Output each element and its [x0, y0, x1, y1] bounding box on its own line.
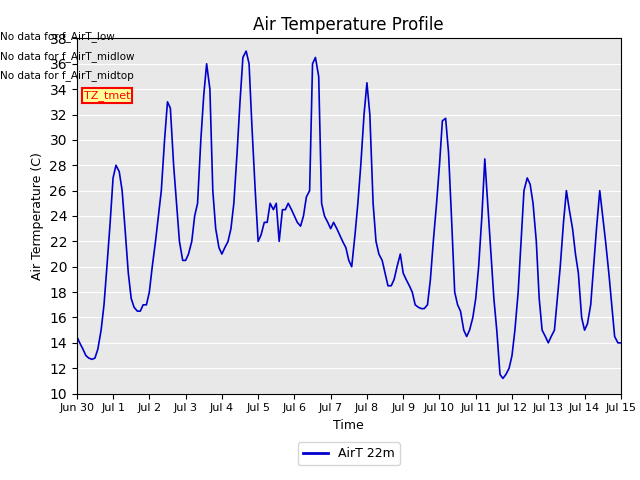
X-axis label: Time: Time — [333, 419, 364, 432]
Text: TZ_tmet: TZ_tmet — [84, 90, 131, 101]
Legend: AirT 22m: AirT 22m — [298, 443, 399, 466]
Title: Air Temperature Profile: Air Temperature Profile — [253, 16, 444, 34]
Text: No data for f_AirT_low: No data for f_AirT_low — [1, 32, 115, 42]
Text: No data for f_AirT_midlow: No data for f_AirT_midlow — [1, 51, 135, 62]
Y-axis label: Air Termperature (C): Air Termperature (C) — [31, 152, 44, 280]
Text: No data for f_AirT_midtop: No data for f_AirT_midtop — [1, 71, 134, 82]
